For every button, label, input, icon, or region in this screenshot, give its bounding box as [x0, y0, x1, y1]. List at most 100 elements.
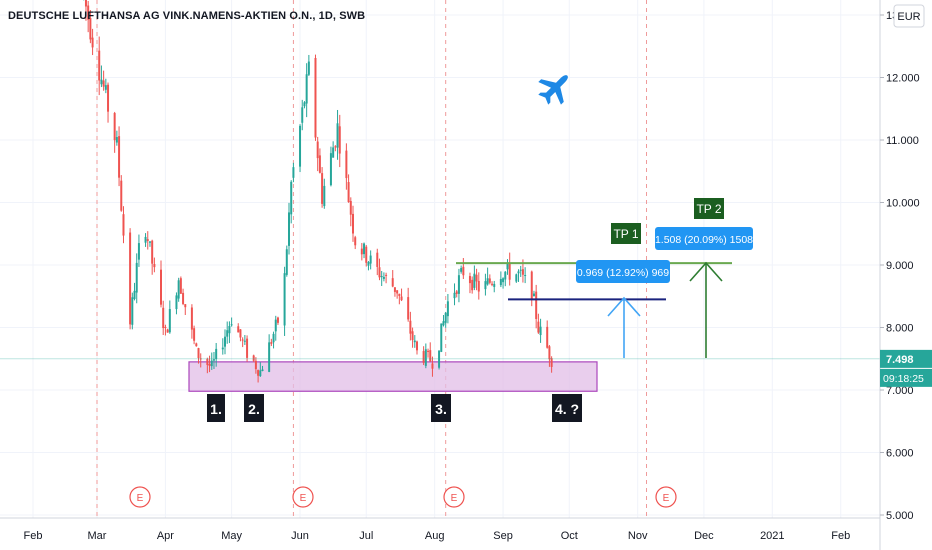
time-tick-label: Jun [291, 530, 309, 542]
time-tick-label: Mar [88, 530, 107, 542]
candle-body [120, 180, 123, 211]
candle-body [468, 276, 471, 284]
candle-body [329, 153, 332, 186]
candle-body [475, 274, 478, 282]
candle-body [107, 84, 110, 112]
earnings-marker-text: E [663, 493, 670, 504]
earnings-marker-2 [292, 486, 314, 508]
tp2-arrow-head [689, 261, 723, 282]
countdown-badge [880, 368, 932, 387]
candle-body [102, 80, 105, 87]
touch-label-bg [244, 394, 264, 422]
candle-body [391, 278, 394, 287]
time-tick-label: Apr [157, 530, 174, 542]
candle-body [347, 182, 350, 203]
candle-body [424, 349, 427, 366]
touch-labels: 1. 2. 3. 4. ? [207, 394, 582, 422]
candle-body [215, 348, 218, 359]
tp2-badge [694, 198, 724, 219]
candle-body [314, 58, 317, 138]
tp1-arrow-head [607, 296, 641, 317]
candle-body [274, 319, 277, 332]
earnings-marker-text: E [137, 493, 144, 504]
candle-body [369, 255, 372, 264]
candle-body [162, 307, 165, 329]
earnings-marker-3 [443, 486, 465, 508]
candle-body [195, 343, 198, 347]
candle-body [301, 107, 304, 123]
candle-body [367, 262, 370, 266]
candle-body [122, 214, 125, 236]
support-zone-rect [188, 361, 598, 392]
candle-body [270, 342, 273, 344]
candle-body [257, 370, 260, 376]
candle-body [422, 351, 425, 363]
candle-body [517, 271, 520, 274]
price-axis[interactable]: 13.00012.00011.00010.0009.0008.0007.0006… [879, 0, 932, 550]
candle-body [166, 329, 169, 333]
candle-body [318, 155, 321, 173]
candle-body [243, 340, 246, 342]
candle-body [504, 271, 507, 280]
candle-body [146, 239, 149, 241]
candle-body [193, 328, 196, 341]
touch-label-bg [431, 394, 451, 422]
candle-body [221, 347, 224, 350]
airplane-shape [538, 75, 568, 105]
candle-body [113, 113, 116, 141]
chart-title: DEUTSCHE LUFTHANSA AG VINK.NAMENS-AKTIEN… [8, 10, 366, 22]
price-tick-label: 8.000 [886, 323, 914, 335]
candle-body [365, 246, 368, 263]
time-tick-label: Sep [493, 530, 513, 542]
candle-body [246, 338, 249, 358]
tp1-label: TP 1 [613, 227, 638, 241]
candle-body [360, 248, 363, 255]
candle-body [530, 271, 533, 300]
measure-boxes: TP 1 TP 2 0.969 (12.92%) 969 1.508 (20.09%)… [576, 198, 753, 283]
candle-body [457, 275, 460, 294]
candle-body [177, 280, 180, 299]
candle-body [396, 290, 399, 294]
currency-badge [893, 4, 925, 28]
candle-body [210, 360, 213, 367]
price-tick-label: 7.000 [886, 385, 914, 397]
candle-body [148, 241, 151, 243]
time-tick-label: Feb [24, 530, 43, 542]
candle-body [385, 274, 388, 276]
time-axis[interactable]: Feb Mar Apr May Jun Jul Aug Sep Oct Nov Dec 2021 Feb [0, 517, 880, 542]
price-tick-label: 10.000 [886, 198, 920, 210]
candle-body [184, 304, 187, 308]
candle-body [254, 360, 257, 370]
tp2-label: TP 2 [696, 202, 721, 216]
candle-body [299, 125, 302, 167]
time-tick-label: Jul [359, 530, 373, 542]
candle-body [182, 292, 185, 304]
candle-body [407, 297, 410, 320]
candle-body [228, 326, 231, 334]
candle-body [115, 137, 118, 143]
tp1-measure-box [576, 260, 670, 283]
candle-body [206, 358, 209, 365]
candle-body [87, 5, 90, 20]
candle-body [416, 341, 418, 351]
candle-body [349, 200, 352, 215]
candle-body [524, 275, 527, 277]
candle-body [519, 269, 522, 271]
candle-body [241, 339, 244, 341]
time-tick-label: Nov [628, 530, 648, 542]
candle-body [230, 324, 233, 326]
airplane-icon [538, 75, 568, 105]
candle-body [400, 296, 403, 301]
candle-body [307, 61, 310, 75]
candle-body [303, 102, 306, 107]
candle-body [259, 370, 262, 377]
candle-body [292, 167, 295, 178]
time-tick-label: Aug [425, 530, 445, 542]
time-tick-label: Oct [561, 530, 578, 542]
candle-body [332, 147, 335, 158]
candle-body [352, 213, 354, 234]
last-price-badge [880, 349, 932, 368]
time-tick-label: Dec [694, 530, 714, 542]
currency-label: EUR [897, 11, 920, 23]
